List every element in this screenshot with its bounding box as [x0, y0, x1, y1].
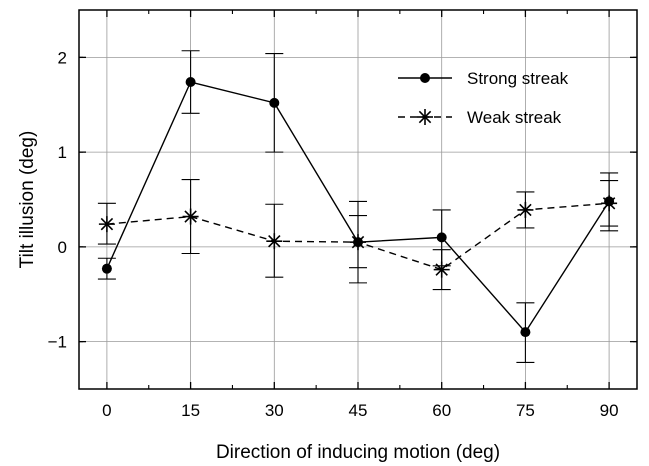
y-tick-label: 0	[58, 238, 67, 257]
x-tick-label: 30	[265, 401, 284, 420]
series-markers	[98, 77, 618, 338]
data-point-strong	[269, 97, 280, 108]
data-point-weak	[433, 261, 450, 278]
legend-label: Weak streak	[467, 108, 562, 127]
axis-ticks: 0 15 30 45 60 75 90 −1 0 1 2	[48, 10, 637, 420]
data-point-strong	[101, 263, 112, 274]
x-tick-label: 0	[102, 401, 111, 420]
x-tick-label: 90	[600, 401, 619, 420]
data-point-weak	[350, 234, 366, 251]
x-tick-label: 15	[181, 401, 200, 420]
data-point-weak	[601, 195, 618, 212]
data-point-strong	[185, 77, 196, 88]
data-point-strong	[436, 232, 447, 243]
y-tick-label: 2	[58, 48, 67, 67]
data-point-weak	[266, 233, 283, 250]
data-point-weak	[98, 216, 115, 233]
x-axis-title: Direction of inducing motion (deg)	[216, 442, 500, 463]
legend: Strong streak Weak streak	[398, 69, 569, 127]
y-axis-title: Tilt illusion (deg)	[17, 131, 38, 269]
legend-marker-circle	[420, 73, 430, 83]
data-point-weak	[517, 201, 534, 218]
legend-marker-asterisk	[417, 109, 433, 125]
y-tick-label: 1	[58, 143, 67, 162]
data-point-weak	[182, 208, 199, 225]
data-point-strong	[520, 327, 531, 338]
legend-label: Strong streak	[467, 69, 569, 88]
x-tick-label: 60	[432, 401, 451, 420]
x-tick-label: 45	[349, 401, 368, 420]
y-tick-label: −1	[48, 333, 67, 352]
x-tick-label: 75	[516, 401, 535, 420]
grid	[79, 10, 637, 389]
